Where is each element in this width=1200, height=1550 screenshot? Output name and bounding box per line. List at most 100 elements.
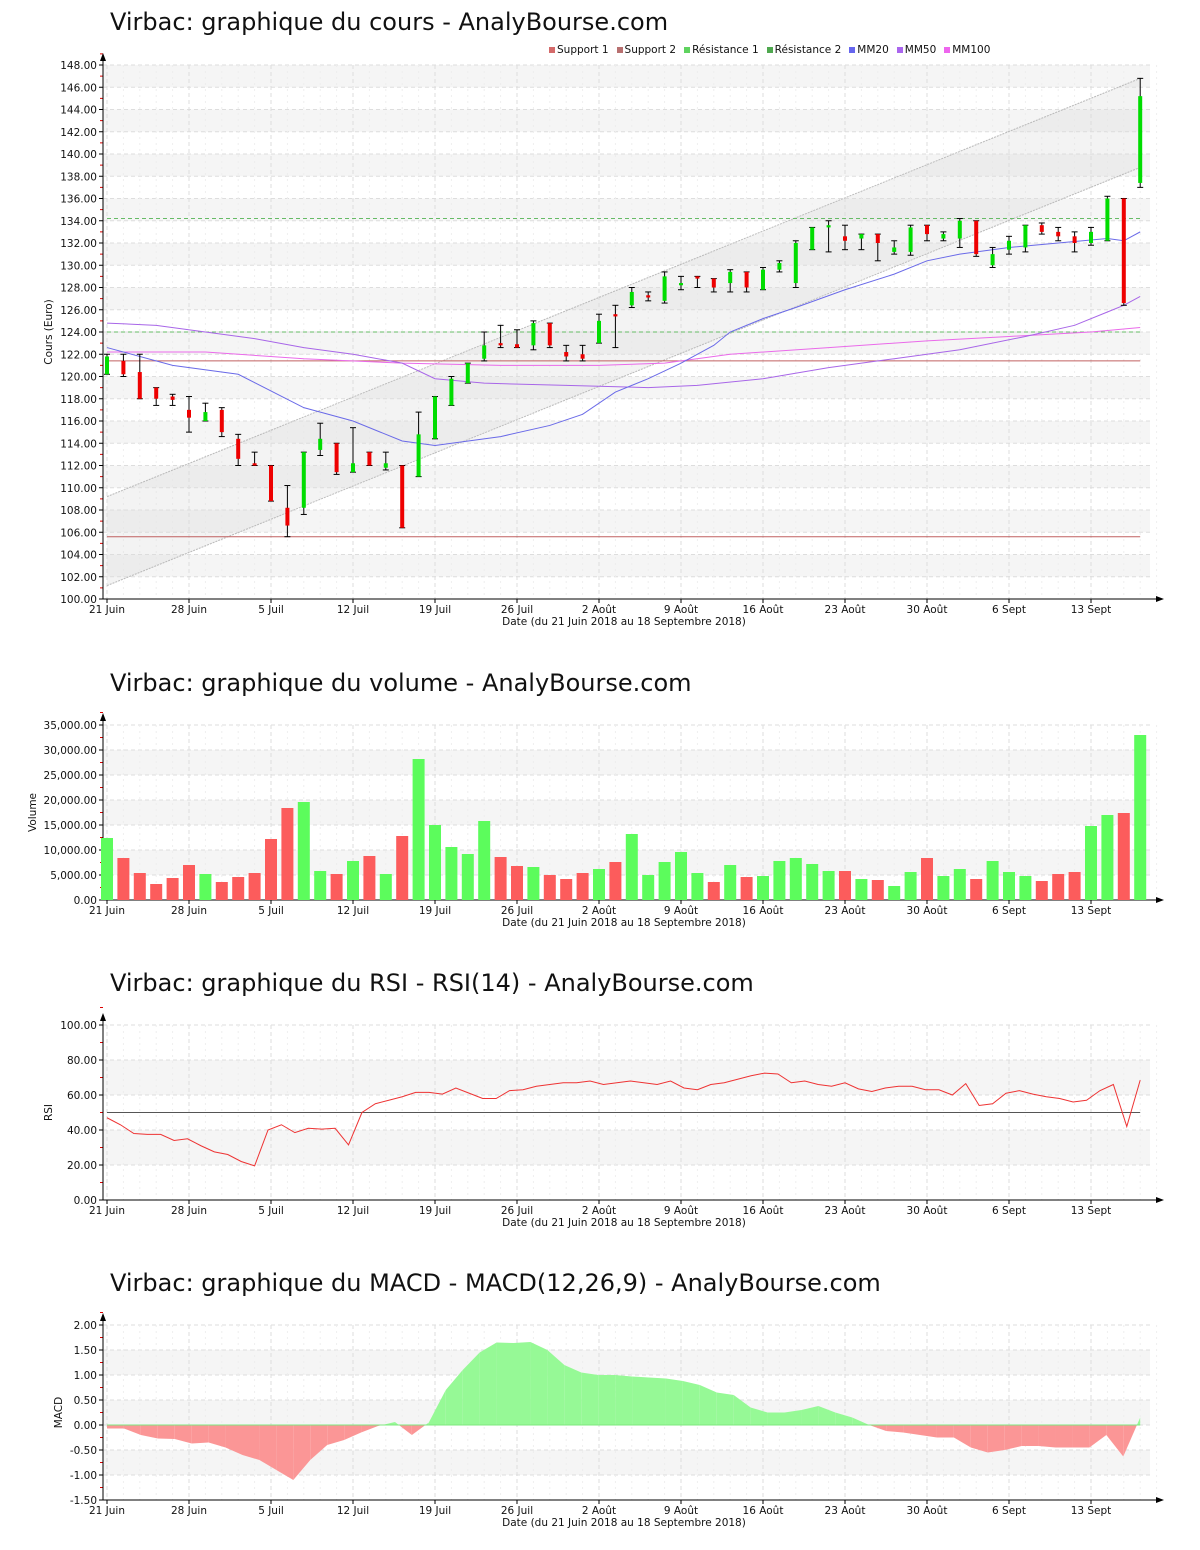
candle-body — [941, 234, 946, 239]
price-chart-title: Virbac: graphique du cours - AnalyBourse… — [110, 8, 669, 36]
candle-body — [318, 438, 323, 450]
legend-swatch-icon — [549, 47, 555, 53]
volume-bar — [937, 876, 950, 900]
x-tick-label: 12 Juil — [337, 905, 369, 917]
candle-body — [219, 409, 224, 433]
x-tick-label: 23 Août — [825, 905, 866, 917]
volume-bar — [1052, 874, 1065, 900]
x-tick-label: 13 Sept — [1071, 1205, 1112, 1217]
macd-area — [496, 1342, 514, 1425]
volume-bar — [888, 886, 901, 900]
candle-body — [1039, 225, 1044, 232]
x-tick-label: 9 Août — [664, 905, 698, 917]
grid-band — [103, 421, 1150, 444]
x-tick-label: 28 Juin — [171, 905, 207, 917]
x-tick-label: 26 Juil — [501, 1205, 533, 1217]
y-tick-label: 20.00 — [67, 1160, 97, 1172]
grid-band — [103, 800, 1150, 825]
volume-bar — [297, 802, 310, 900]
volume-chart-title: Virbac: graphique du volume - AnalyBours… — [110, 669, 692, 697]
macd-area — [818, 1406, 836, 1425]
y-tick-label: 60.00 — [67, 1090, 97, 1102]
y-tick-label: 130.00 — [60, 260, 97, 272]
y-tick-label: 35,000.00 — [44, 720, 97, 732]
macd-area — [801, 1406, 819, 1425]
volume-bar — [986, 861, 999, 900]
y-axis-title: Cours (Euro) — [43, 299, 55, 365]
macd-area — [920, 1425, 937, 1438]
macd-area — [953, 1425, 971, 1448]
macd-area — [327, 1425, 345, 1445]
x-tick-label: 19 Juil — [419, 1505, 451, 1517]
macd-area — [564, 1365, 582, 1425]
volume-bar — [1101, 815, 1114, 900]
macd-area — [835, 1412, 853, 1425]
candle-body — [1105, 198, 1110, 241]
volume-bar — [658, 862, 671, 900]
legend-item: Résistance 1 — [684, 44, 759, 56]
volume-bar — [166, 878, 179, 900]
grid-band — [103, 109, 1150, 132]
x-tick-label: 21 Juin — [89, 1205, 125, 1217]
candle-body — [1121, 198, 1126, 304]
y-tick-label: 1.00 — [74, 1370, 97, 1382]
y-tick-label: 142.00 — [60, 127, 97, 139]
y-tick-label: 0.00 — [74, 1195, 97, 1207]
volume-chart: 0.00 5,000.00 10,000.00 15,000.00 20,000.00 2… — [27, 712, 1164, 929]
volume-bar — [822, 871, 835, 900]
macd-area — [767, 1412, 785, 1425]
macd-area — [733, 1395, 751, 1425]
candle-body — [416, 434, 421, 477]
x-axis-arrow-icon — [1156, 1497, 1164, 1503]
x-tick-label: 21 Juin — [89, 604, 125, 616]
macd-area — [547, 1350, 565, 1425]
candle-body — [1138, 96, 1143, 183]
x-axis-arrow-icon — [1156, 1197, 1164, 1203]
mm100-line — [107, 327, 1141, 366]
x-tick-label: 13 Sept — [1071, 905, 1112, 917]
volume-bar — [494, 857, 507, 900]
candle-body — [793, 243, 798, 284]
volume-bar — [511, 866, 523, 900]
volume-bar — [1085, 826, 1097, 900]
legend-item: Support 2 — [616, 44, 676, 56]
macd-area — [665, 1378, 683, 1425]
y-tick-label: 25,000.00 — [44, 770, 97, 782]
y-tick-label: 112.00 — [60, 461, 97, 473]
macd-area — [699, 1385, 717, 1425]
volume-bar — [904, 872, 917, 900]
y-tick-label: 0.50 — [74, 1395, 97, 1407]
volume-bar — [396, 836, 409, 900]
candle-body — [744, 271, 749, 288]
x-tick-label: 5 Juil — [258, 1505, 284, 1517]
x-tick-label: 12 Juil — [337, 1205, 369, 1217]
candle-body — [892, 247, 897, 252]
macd-area — [852, 1417, 870, 1425]
y-tick-label: 102.00 — [60, 572, 97, 584]
macd-area — [276, 1425, 294, 1480]
macd-area — [530, 1342, 548, 1425]
candle-body — [400, 465, 405, 528]
candle-body — [908, 227, 913, 252]
y-axis-arrow-icon — [100, 53, 106, 61]
macd-area — [479, 1342, 497, 1425]
macd-area — [1089, 1425, 1107, 1448]
candle-body — [728, 271, 733, 284]
mm20-line — [106, 231, 1141, 446]
candle-body — [990, 254, 995, 266]
macd-area — [784, 1410, 802, 1425]
macd-area — [716, 1392, 734, 1425]
x-tick-label: 19 Juil — [419, 1205, 451, 1217]
candle-body — [433, 396, 437, 439]
legend-label: Résistance 1 — [692, 44, 759, 56]
macd-area — [191, 1425, 209, 1444]
x-tick-label: 30 Août — [907, 905, 948, 917]
candle-body — [547, 323, 552, 346]
macd-area — [398, 1425, 412, 1435]
grid-band — [103, 465, 1150, 488]
x-tick-label: 26 Juil — [501, 1505, 533, 1517]
y-tick-label: -1.50 — [70, 1495, 97, 1507]
channel-upper-line — [106, 77, 1141, 498]
macd-area — [361, 1425, 379, 1433]
macd-area — [259, 1425, 277, 1470]
